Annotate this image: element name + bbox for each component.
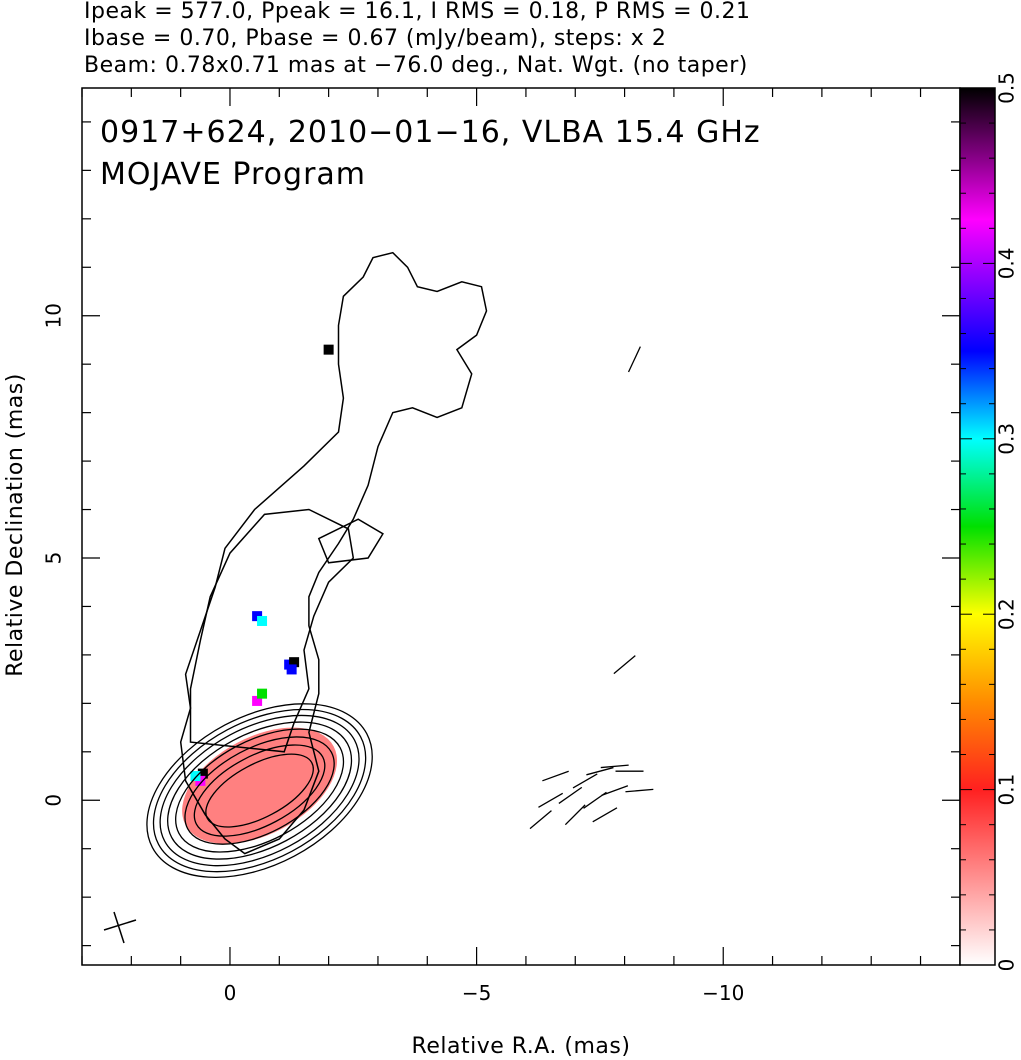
y-tick-label: 0 xyxy=(42,794,66,807)
evpa-vector xyxy=(558,786,583,804)
colorbar xyxy=(959,87,996,966)
evpa-vector xyxy=(542,770,569,782)
polarization-pixel xyxy=(257,615,268,626)
evpa-vector xyxy=(600,764,629,769)
polarization-pixel xyxy=(289,657,300,668)
x-axis-label: Relative R.A. (mas) xyxy=(412,1034,631,1059)
y-tick-label: 5 xyxy=(42,552,66,565)
polarization-pixel xyxy=(252,695,263,706)
colorbar-tick-label: 0.2 xyxy=(995,598,1019,630)
polarization-pixel xyxy=(286,664,297,675)
polarization-pixel xyxy=(323,344,334,355)
header-line-1: Ipeak = 577.0, Ppeak = 16.1, I RMS = 0.1… xyxy=(84,0,751,24)
evpa-vector xyxy=(572,773,598,789)
polarization-pixel xyxy=(190,771,201,782)
panel-title-line-1: 0917+624, 2010−01−16, VLBA 15.4 GHz xyxy=(100,115,761,150)
left-core-contour xyxy=(193,744,326,837)
x-tick-label: 0 xyxy=(224,981,237,1005)
evpa-vector xyxy=(529,810,552,830)
evpa-vector xyxy=(564,804,586,826)
polarization-panel xyxy=(529,346,654,830)
polarization-pixel xyxy=(197,768,208,779)
axes: 0 −5 −10 0 5 10 xyxy=(42,88,960,1005)
y-tick-label: 10 xyxy=(42,303,66,328)
colorbar-tick-label: 0.5 xyxy=(995,72,1019,104)
polarization-pixel xyxy=(257,688,268,699)
x-tick-label: −10 xyxy=(702,981,744,1005)
evpa-vector xyxy=(601,785,629,796)
left-core-contour xyxy=(152,708,367,873)
left-mid-jet-contour xyxy=(189,508,355,753)
colorbar-tick-label: 0 xyxy=(995,959,1019,972)
evpa-vector xyxy=(613,655,636,675)
left-knot-contour xyxy=(317,518,384,564)
evpa-vector xyxy=(586,766,614,776)
header-line-3: Beam: 0.78x0.71 mas at −76.0 deg., Nat. … xyxy=(84,53,748,78)
colorbar-tick-label: 0.3 xyxy=(995,423,1019,455)
polarized-core-region xyxy=(182,727,338,844)
colorbar-ticks: 0 0.1 0.2 0.3 0.4 0.5 xyxy=(960,72,1019,971)
beam-marker xyxy=(103,911,137,944)
left-core-contour xyxy=(184,736,335,845)
evpa-vector xyxy=(625,788,654,793)
evpa-vector xyxy=(592,807,618,823)
left-core-contour xyxy=(159,714,360,867)
intensity-panel xyxy=(146,251,488,878)
y-axis-label: Relative Declination (mas) xyxy=(3,373,28,677)
colorbar-tick-label: 0.4 xyxy=(995,247,1019,279)
evpa-vector xyxy=(538,792,564,808)
left-core-contour xyxy=(146,703,373,878)
panel-title-line-2: MOJAVE Program xyxy=(100,157,366,192)
header-line-2: Ibase = 0.70, Pbase = 0.67 (mJy/beam), s… xyxy=(84,26,667,51)
left-core-contour xyxy=(167,721,353,860)
x-tick-label: −5 xyxy=(462,981,491,1005)
evpa-vector xyxy=(627,346,641,373)
left-outer-jet-contour xyxy=(179,251,488,855)
colorbar-tick-label: 0.1 xyxy=(995,774,1019,806)
